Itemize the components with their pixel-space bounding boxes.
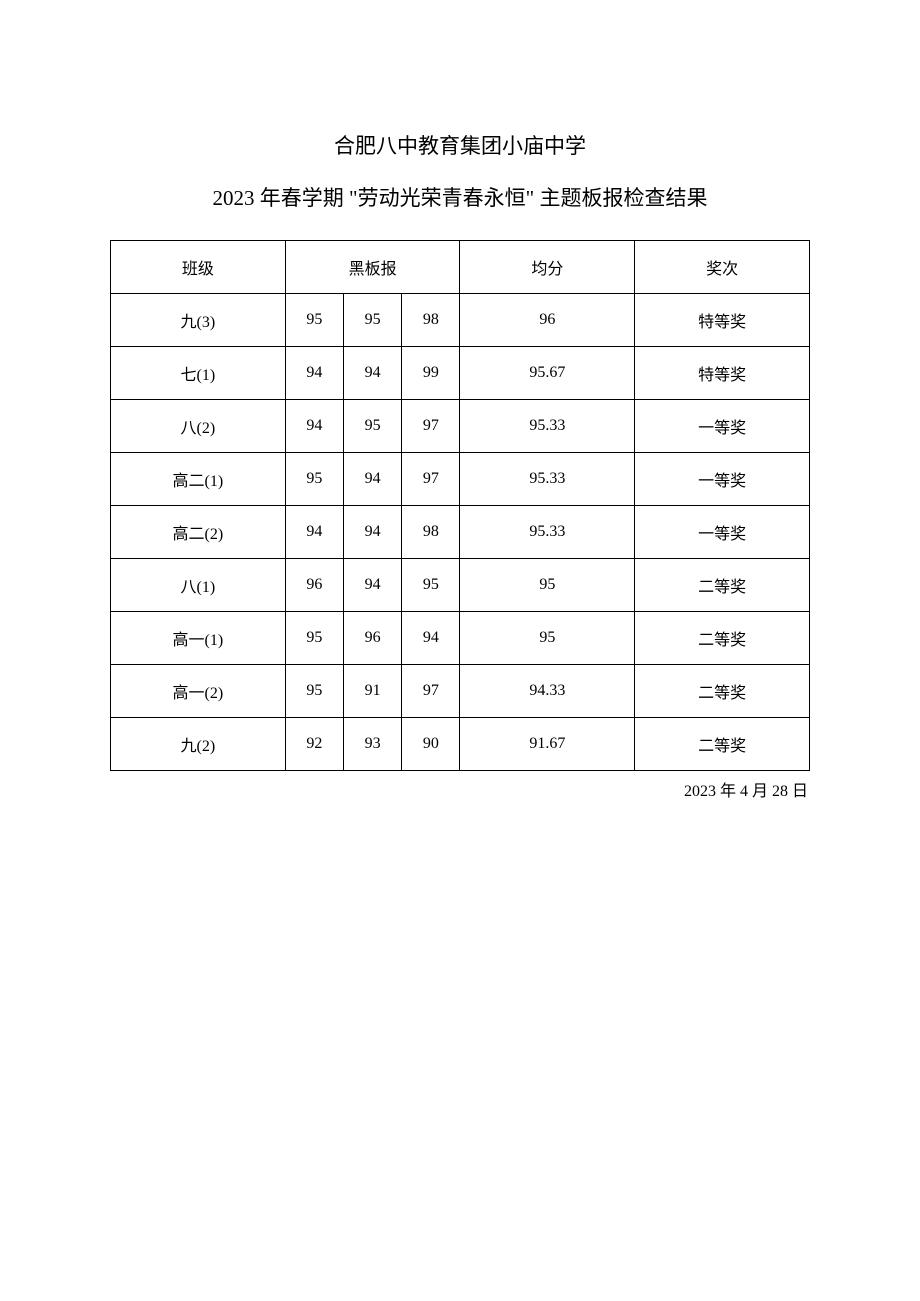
cell-award: 二等奖	[635, 612, 810, 665]
col-header-board: 黑板报	[285, 241, 460, 294]
cell-score: 95	[343, 400, 401, 453]
date-text: 2023 年 4 月 28 日	[110, 777, 810, 801]
cell-award: 一等奖	[635, 400, 810, 453]
cell-class: 九(2)	[111, 718, 286, 771]
table-row: 高一(1) 95 96 94 95 二等奖	[111, 612, 810, 665]
report-title: 2023 年春学期 "劳动光荣青春永恒" 主题板报检查结果	[110, 182, 810, 212]
cell-award: 特等奖	[635, 294, 810, 347]
col-header-avg: 均分	[460, 241, 635, 294]
cell-score: 98	[402, 294, 460, 347]
table-body: 九(3) 95 95 98 96 特等奖 七(1) 94 94 99 95.67…	[111, 294, 810, 771]
cell-score: 92	[285, 718, 343, 771]
cell-score: 94	[343, 453, 401, 506]
cell-score: 95	[285, 665, 343, 718]
cell-award: 二等奖	[635, 559, 810, 612]
cell-score: 99	[402, 347, 460, 400]
cell-score: 95	[285, 294, 343, 347]
cell-score: 95	[285, 612, 343, 665]
cell-class: 九(3)	[111, 294, 286, 347]
cell-avg: 95	[460, 612, 635, 665]
table-row: 八(2) 94 95 97 95.33 一等奖	[111, 400, 810, 453]
cell-score: 98	[402, 506, 460, 559]
cell-score: 90	[402, 718, 460, 771]
col-header-class: 班级	[111, 241, 286, 294]
cell-score: 94	[343, 347, 401, 400]
cell-score: 97	[402, 400, 460, 453]
cell-score: 94	[343, 559, 401, 612]
cell-class: 八(1)	[111, 559, 286, 612]
table-header-row: 班级 黑板报 均分 奖次	[111, 241, 810, 294]
cell-score: 95	[285, 453, 343, 506]
cell-score: 94	[285, 506, 343, 559]
cell-score: 97	[402, 665, 460, 718]
cell-score: 94	[285, 347, 343, 400]
cell-class: 八(2)	[111, 400, 286, 453]
cell-avg: 95	[460, 559, 635, 612]
school-title: 合肥八中教育集团小庙中学	[110, 130, 810, 160]
cell-score: 94	[343, 506, 401, 559]
table-row: 九(2) 92 93 90 91.67 二等奖	[111, 718, 810, 771]
table-row: 九(3) 95 95 98 96 特等奖	[111, 294, 810, 347]
table-row: 高二(2) 94 94 98 95.33 一等奖	[111, 506, 810, 559]
cell-score: 94	[402, 612, 460, 665]
cell-award: 一等奖	[635, 506, 810, 559]
cell-avg: 96	[460, 294, 635, 347]
results-table: 班级 黑板报 均分 奖次 九(3) 95 95 98 96 特等奖 七(1) 9…	[110, 240, 810, 771]
cell-score: 91	[343, 665, 401, 718]
cell-class: 高一(1)	[111, 612, 286, 665]
cell-avg: 95.33	[460, 400, 635, 453]
cell-award: 特等奖	[635, 347, 810, 400]
cell-avg: 91.67	[460, 718, 635, 771]
cell-avg: 95.67	[460, 347, 635, 400]
cell-score: 96	[285, 559, 343, 612]
cell-score: 94	[285, 400, 343, 453]
cell-avg: 95.33	[460, 506, 635, 559]
table-row: 高二(1) 95 94 97 95.33 一等奖	[111, 453, 810, 506]
col-header-award: 奖次	[635, 241, 810, 294]
cell-score: 95	[402, 559, 460, 612]
cell-score: 95	[343, 294, 401, 347]
cell-class: 高二(2)	[111, 506, 286, 559]
cell-award: 一等奖	[635, 453, 810, 506]
cell-award: 二等奖	[635, 718, 810, 771]
cell-class: 高一(2)	[111, 665, 286, 718]
table-row: 八(1) 96 94 95 95 二等奖	[111, 559, 810, 612]
cell-class: 高二(1)	[111, 453, 286, 506]
table-row: 七(1) 94 94 99 95.67 特等奖	[111, 347, 810, 400]
cell-avg: 94.33	[460, 665, 635, 718]
cell-score: 93	[343, 718, 401, 771]
cell-class: 七(1)	[111, 347, 286, 400]
cell-score: 97	[402, 453, 460, 506]
cell-score: 96	[343, 612, 401, 665]
cell-award: 二等奖	[635, 665, 810, 718]
cell-avg: 95.33	[460, 453, 635, 506]
table-row: 高一(2) 95 91 97 94.33 二等奖	[111, 665, 810, 718]
